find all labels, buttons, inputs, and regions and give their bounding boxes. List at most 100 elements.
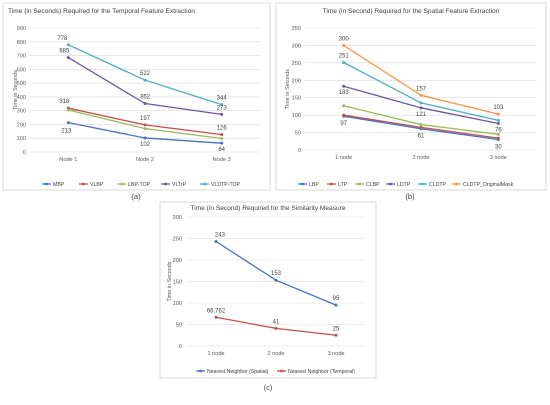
- data-point: [66, 108, 70, 112]
- data-label: 352: [140, 95, 151, 101]
- data-label: 121: [416, 112, 427, 118]
- legend-marker: [421, 182, 424, 186]
- legend-marker: [164, 182, 167, 186]
- legend-marker: [45, 182, 48, 186]
- data-label: 25: [333, 326, 340, 332]
- data-point: [274, 278, 278, 282]
- data-label: 273: [217, 105, 228, 111]
- data-label: 102: [140, 142, 151, 148]
- data-point: [342, 113, 346, 117]
- x-tick-label: 1 node: [207, 351, 224, 357]
- data-point: [220, 133, 224, 137]
- y-tick-label: 100: [173, 301, 182, 307]
- data-point: [419, 125, 423, 129]
- data-label: 41: [273, 319, 280, 325]
- y-tick-label: 50: [295, 131, 301, 137]
- data-label: 97: [340, 121, 347, 127]
- data-label: 197: [140, 116, 151, 122]
- data-point: [419, 106, 423, 110]
- data-point: [419, 101, 423, 105]
- x-tick-label: 2 node: [267, 351, 284, 357]
- data-point: [214, 240, 218, 244]
- x-tick-label: Node 2: [136, 157, 154, 163]
- data-point: [496, 132, 500, 136]
- y-axis-label: Time in Seconds: [167, 261, 173, 301]
- legend-marker: [280, 369, 283, 373]
- legend-marker: [455, 182, 458, 186]
- y-tick-label: 200: [17, 122, 26, 128]
- legend-label: VLTrP: [172, 182, 187, 188]
- y-tick-label: 150: [173, 280, 182, 286]
- y-tick-label: 300: [17, 109, 26, 115]
- y-tick-label: 150: [292, 96, 301, 102]
- chart-c-border: [159, 201, 377, 379]
- legend-label: Nearest Neighbor (Spatial): [207, 369, 269, 375]
- data-point: [342, 43, 346, 47]
- data-point: [496, 118, 500, 122]
- y-tick-label: 50: [176, 323, 182, 329]
- y-axis-label: Time in Seconds: [285, 69, 291, 109]
- y-tick-label: 0: [298, 148, 301, 154]
- legend-marker: [330, 182, 333, 186]
- y-tick-label: 800: [17, 40, 26, 46]
- data-point: [334, 333, 338, 337]
- data-label: 344: [217, 96, 228, 102]
- data-label: 243: [215, 233, 226, 239]
- data-point: [342, 61, 346, 65]
- data-label: 95: [333, 296, 340, 302]
- data-point: [342, 104, 346, 108]
- data-point: [220, 141, 224, 145]
- x-tick-label: 3 node: [327, 351, 344, 357]
- chart-a-border: [2, 2, 271, 191]
- legend-label: LBP-TOP: [128, 182, 151, 188]
- legend-marker: [120, 182, 123, 186]
- x-tick-label: 3 node: [490, 155, 507, 161]
- chart-a: Time (in Seconds) Required for the Tempo…: [8, 8, 260, 201]
- data-label: 213: [61, 129, 72, 135]
- data-point: [220, 112, 224, 116]
- y-tick-label: 700: [17, 54, 26, 60]
- y-tick-label: 500: [17, 81, 26, 87]
- chart-c: Time (in Second) Required for the Simila…: [167, 205, 366, 392]
- data-label: 61: [418, 134, 425, 140]
- data-label: 251: [339, 54, 350, 60]
- y-tick-label: 250: [292, 61, 301, 67]
- data-label: 64: [218, 147, 225, 153]
- legend-marker: [389, 182, 392, 186]
- data-label: 66.762: [207, 308, 226, 314]
- data-label: 76: [495, 128, 502, 134]
- y-axis-label: Time in Seconds: [13, 70, 19, 110]
- y-tick-label: 0: [23, 150, 26, 156]
- legend-marker: [203, 182, 206, 186]
- data-point: [274, 326, 278, 330]
- legend-label: CLDTP: [429, 182, 447, 188]
- data-point: [342, 84, 346, 88]
- legend-label: MBP: [53, 182, 65, 188]
- data-point: [143, 78, 147, 82]
- data-label: 300: [339, 36, 350, 42]
- legend-label: VLBP: [90, 182, 104, 188]
- figure-caption: (a): [131, 192, 141, 201]
- x-tick-label: Node 3: [213, 157, 231, 163]
- legend-label: CLBP: [366, 182, 380, 188]
- x-tick-label: 2 node: [412, 155, 429, 161]
- data-point: [496, 112, 500, 116]
- data-point: [496, 136, 500, 140]
- data-point: [143, 127, 147, 131]
- legend-label: LDTP: [397, 182, 411, 188]
- figure-caption: (c): [264, 383, 273, 392]
- data-label: 153: [271, 271, 282, 277]
- data-label: 157: [416, 86, 427, 92]
- data-point: [143, 102, 147, 106]
- data-point: [419, 123, 423, 127]
- data-point: [66, 121, 70, 125]
- data-point: [334, 303, 338, 307]
- y-tick-label: 900: [17, 26, 26, 32]
- data-point: [66, 56, 70, 60]
- y-tick-label: 250: [173, 237, 182, 243]
- figure-caption: (b): [405, 192, 415, 201]
- y-tick-label: 300: [292, 43, 301, 49]
- legend-label: CLDTP_OriginalMask: [463, 182, 514, 188]
- data-point: [419, 93, 423, 97]
